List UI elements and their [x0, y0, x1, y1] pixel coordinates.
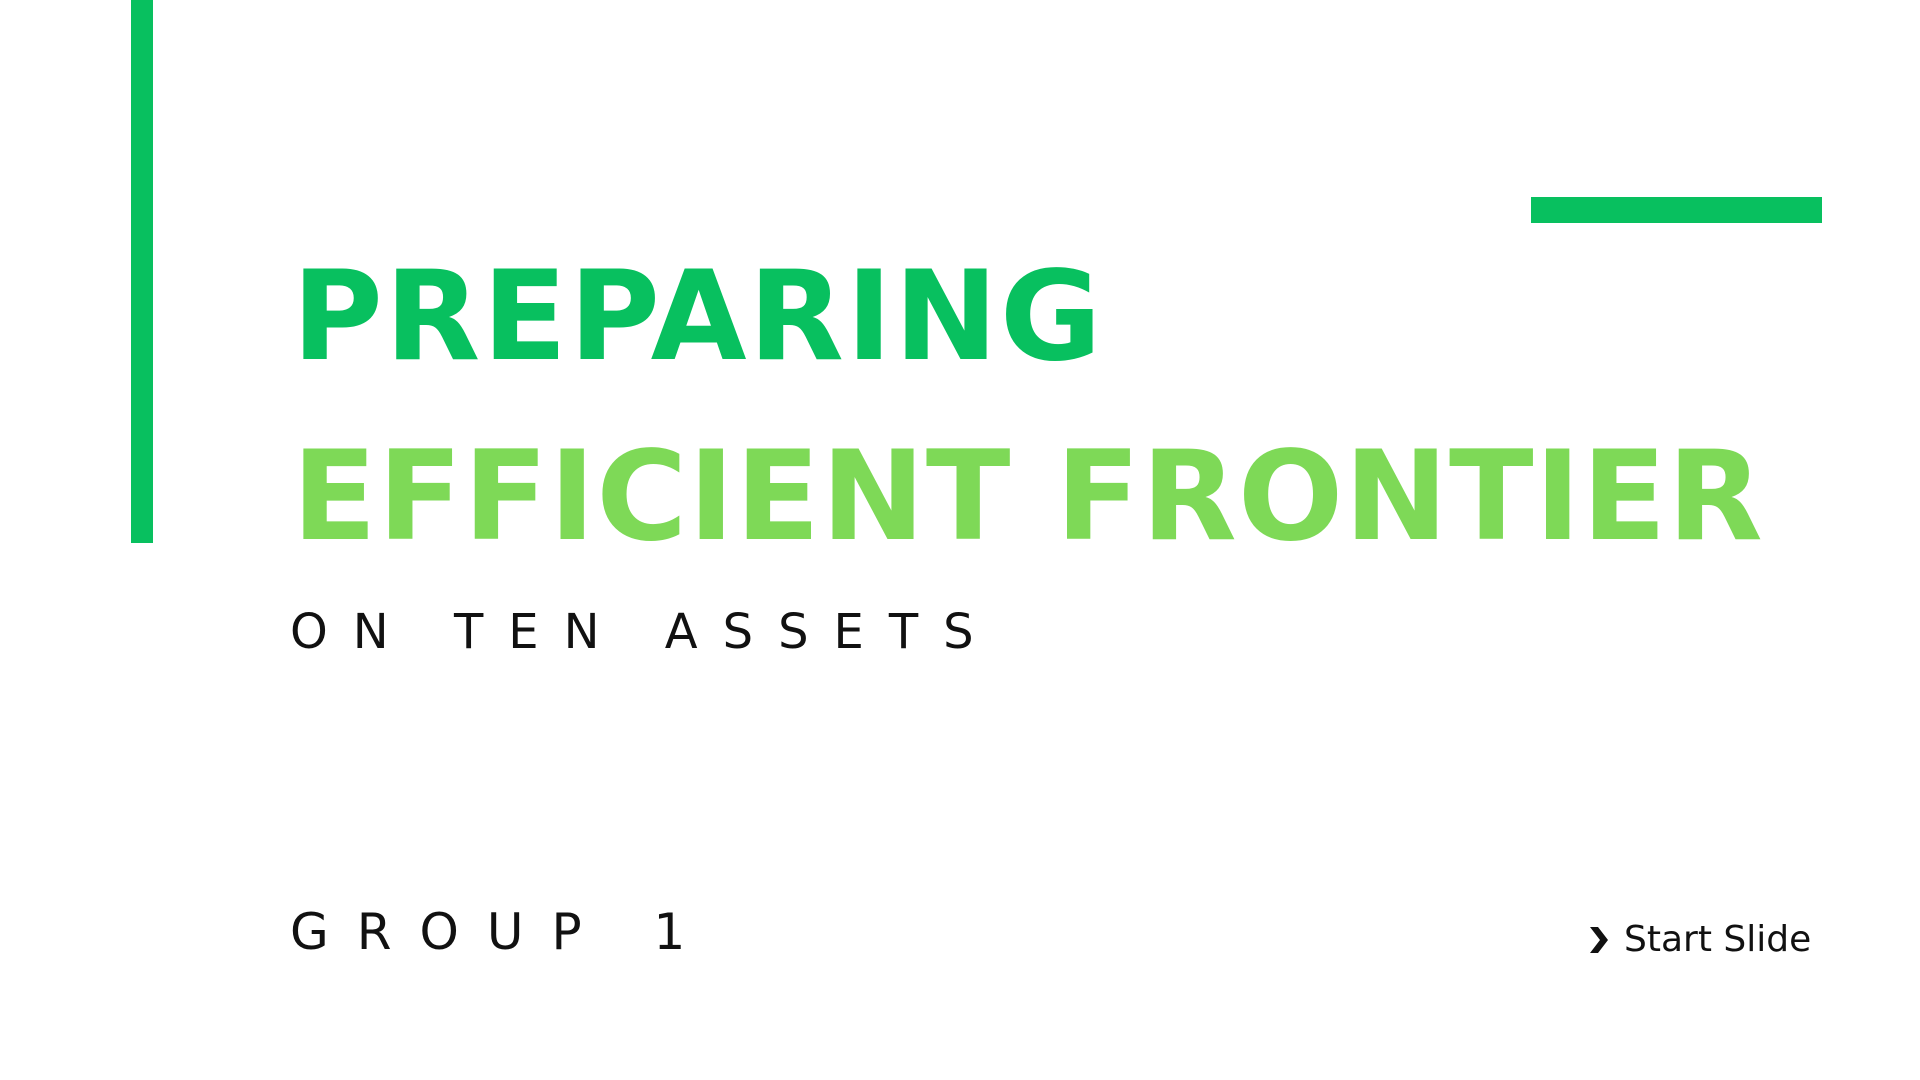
horizontal-accent-bar: [1531, 197, 1822, 223]
title-line-2: EFFICIENT FRONTIER: [292, 425, 1764, 569]
start-slide-label: Start Slide: [1624, 919, 1812, 960]
title-line-1: PREPARING: [292, 245, 1104, 389]
subtitle: ON TEN ASSETS: [290, 604, 999, 660]
group-label: GROUP 1: [290, 903, 714, 961]
chevron-right-icon: [1588, 925, 1610, 955]
vertical-accent-bar: [131, 0, 153, 543]
start-slide-button[interactable]: Start Slide: [1588, 915, 1811, 965]
